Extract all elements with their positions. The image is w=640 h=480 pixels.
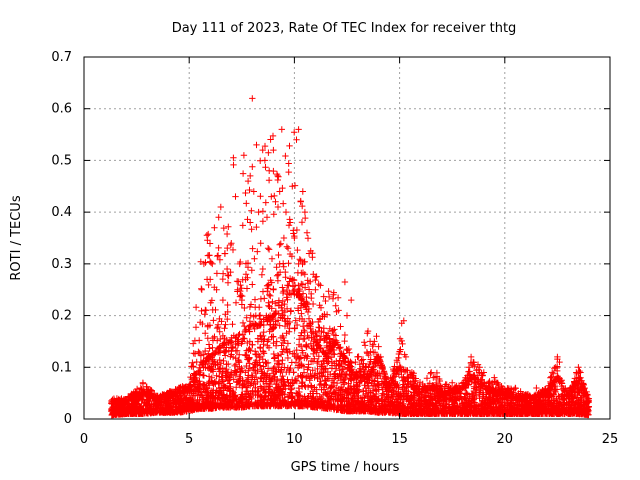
- data-point: [257, 375, 264, 382]
- data-point: [314, 359, 321, 367]
- data-point: [283, 345, 290, 353]
- data-point: [283, 346, 290, 354]
- data-point: [306, 377, 313, 384]
- data-point: [256, 344, 264, 351]
- data-point: [232, 361, 240, 368]
- data-points: [108, 95, 592, 419]
- data-point: [283, 305, 291, 312]
- data-point: [296, 336, 303, 343]
- data-point: [284, 340, 292, 347]
- data-point: [233, 369, 240, 376]
- data-point: [315, 353, 322, 360]
- data-point: [281, 337, 288, 344]
- data-point: [279, 372, 286, 380]
- data-point: [296, 315, 303, 322]
- data-point: [279, 348, 286, 355]
- data-point: [300, 369, 308, 376]
- data-point: [254, 378, 261, 386]
- data-point: [421, 392, 428, 400]
- data-point: [258, 374, 265, 382]
- chart-title: Day 111 of 2023, Rate Of TEC Index for r…: [172, 21, 517, 36]
- data-point: [230, 376, 237, 383]
